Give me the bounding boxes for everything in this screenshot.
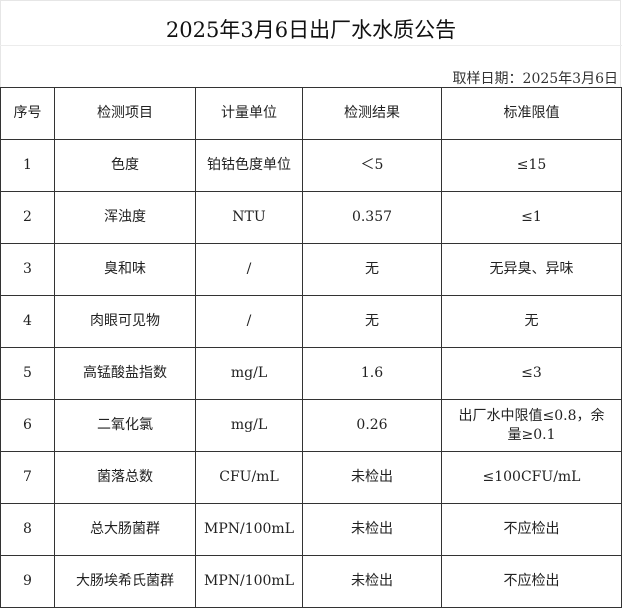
table-row: 8 总大肠菌群 MPN/100mL 未检出 不应检出 (0, 503, 622, 556)
cell-result: 0.357 (302, 191, 442, 244)
cell-limit: ≤15 (441, 139, 622, 192)
sheet-frame (0, 0, 621, 87)
cell-unit: NTU (195, 191, 303, 244)
cell-unit: mg/L (195, 347, 303, 400)
cell-limit: 出厂水中限值≤0.8，余量≥0.1 (441, 399, 622, 452)
cell-limit: 无 (441, 295, 622, 348)
cell-unit: / (195, 295, 303, 348)
table-row: 2 浑浊度 NTU 0.357 ≤1 (0, 191, 622, 244)
cell-item: 色度 (54, 139, 196, 192)
cell-result: 未检出 (302, 451, 442, 504)
header-limit: 标准限值 (441, 87, 622, 140)
cell-result: 未检出 (302, 503, 442, 556)
cell-limit: 不应检出 (441, 555, 622, 608)
cell-item: 菌落总数 (54, 451, 196, 504)
cell-unit: MPN/100mL (195, 555, 303, 608)
cell-item: 高锰酸盐指数 (54, 347, 196, 400)
table-header-row: 序号 检测项目 计量单位 检测结果 标准限值 (0, 87, 622, 140)
header-index: 序号 (0, 87, 55, 140)
table-row: 9 大肠埃希氏菌群 MPN/100mL 未检出 不应检出 (0, 555, 622, 608)
cell-unit: MPN/100mL (195, 503, 303, 556)
table-row: 7 菌落总数 CFU/mL 未检出 ≤100CFU/mL (0, 451, 622, 504)
cell-item: 大肠埃希氏菌群 (54, 555, 196, 608)
cell-unit: mg/L (195, 399, 303, 452)
cell-limit: 无异臭、异味 (441, 243, 622, 296)
cell-limit: ≤1 (441, 191, 622, 244)
header-unit: 计量单位 (195, 87, 303, 140)
cell-index: 5 (0, 347, 55, 400)
gridline (0, 45, 622, 46)
cell-item: 肉眼可见物 (54, 295, 196, 348)
sampling-date: 取样日期：2025年3月6日 (452, 71, 618, 87)
cell-unit: / (195, 243, 303, 296)
cell-result: 无 (302, 295, 442, 348)
header-item: 检测项目 (54, 87, 196, 140)
cell-limit: ≤3 (441, 347, 622, 400)
header-result: 检测结果 (302, 87, 442, 140)
cell-result: ＜5 (302, 139, 442, 192)
cell-index: 2 (0, 191, 55, 244)
cell-index: 6 (0, 399, 55, 452)
table-row: 6 二氧化氯 mg/L 0.26 出厂水中限值≤0.8，余量≥0.1 (0, 399, 622, 452)
table-row: 3 臭和味 / 无无异臭、异味 (0, 243, 622, 296)
cell-index: 3 (0, 243, 55, 296)
table-row: 4 肉眼可见物 / 无无 (0, 295, 622, 348)
cell-result: 未检出 (302, 555, 442, 608)
cell-index: 8 (0, 503, 55, 556)
cell-result: 无 (302, 243, 442, 296)
cell-item: 二氧化氯 (54, 399, 196, 452)
cell-unit: CFU/mL (195, 451, 303, 504)
cell-index: 4 (0, 295, 55, 348)
cell-index: 7 (0, 451, 55, 504)
cell-index: 9 (0, 555, 55, 608)
table-row: 1 色度 铂钴色度单位 ＜5 ≤15 (0, 139, 622, 192)
cell-result: 1.6 (302, 347, 442, 400)
cell-limit: ≤100CFU/mL (441, 451, 622, 504)
cell-index: 1 (0, 139, 55, 192)
cell-unit: 铂钴色度单位 (195, 139, 303, 192)
table-row: 5 高锰酸盐指数 mg/L 1.6 ≤3 (0, 347, 622, 400)
cell-item: 臭和味 (54, 243, 196, 296)
cell-item: 总大肠菌群 (54, 503, 196, 556)
water-quality-table: 序号 检测项目 计量单位 检测结果 标准限值 1 色度 铂钴色度单位 ＜5 ≤15 2 浑浊… (0, 87, 622, 608)
cell-result: 0.26 (302, 399, 442, 452)
cell-limit: 不应检出 (441, 503, 622, 556)
page-title: 2025年3月6日出厂水水质公告 (165, 18, 457, 42)
cell-item: 浑浊度 (54, 191, 196, 244)
